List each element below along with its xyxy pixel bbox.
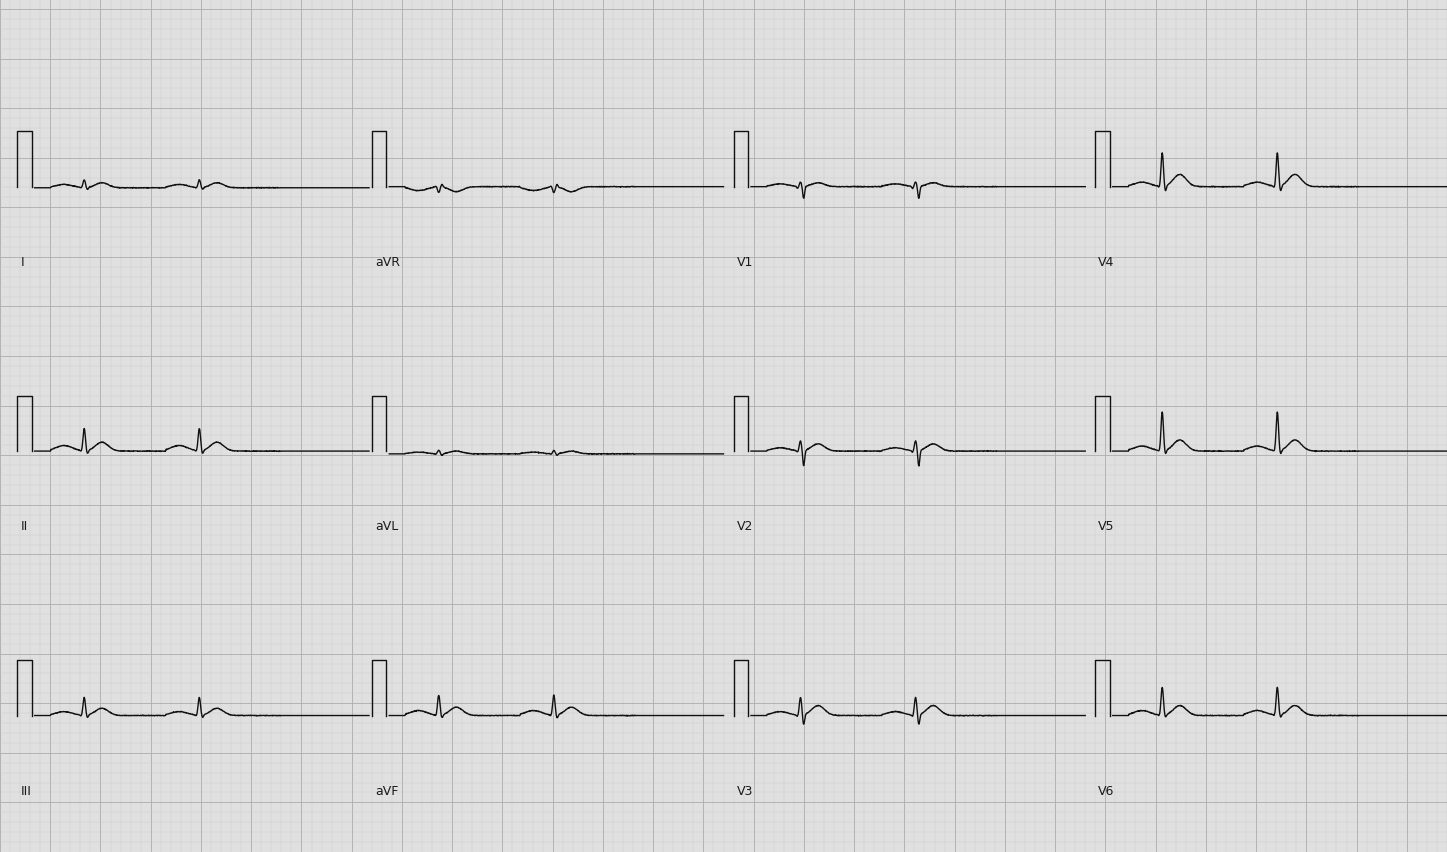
Text: III: III <box>20 784 32 797</box>
Text: V2: V2 <box>737 520 752 532</box>
Text: V3: V3 <box>737 784 752 797</box>
Text: II: II <box>20 520 27 532</box>
Text: aVF: aVF <box>375 784 398 797</box>
Text: V1: V1 <box>737 256 752 268</box>
Text: V5: V5 <box>1098 520 1114 532</box>
Text: aVL: aVL <box>375 520 398 532</box>
Text: V4: V4 <box>1098 256 1114 268</box>
Text: V6: V6 <box>1098 784 1114 797</box>
Text: aVR: aVR <box>375 256 399 268</box>
Text: I: I <box>20 256 25 268</box>
